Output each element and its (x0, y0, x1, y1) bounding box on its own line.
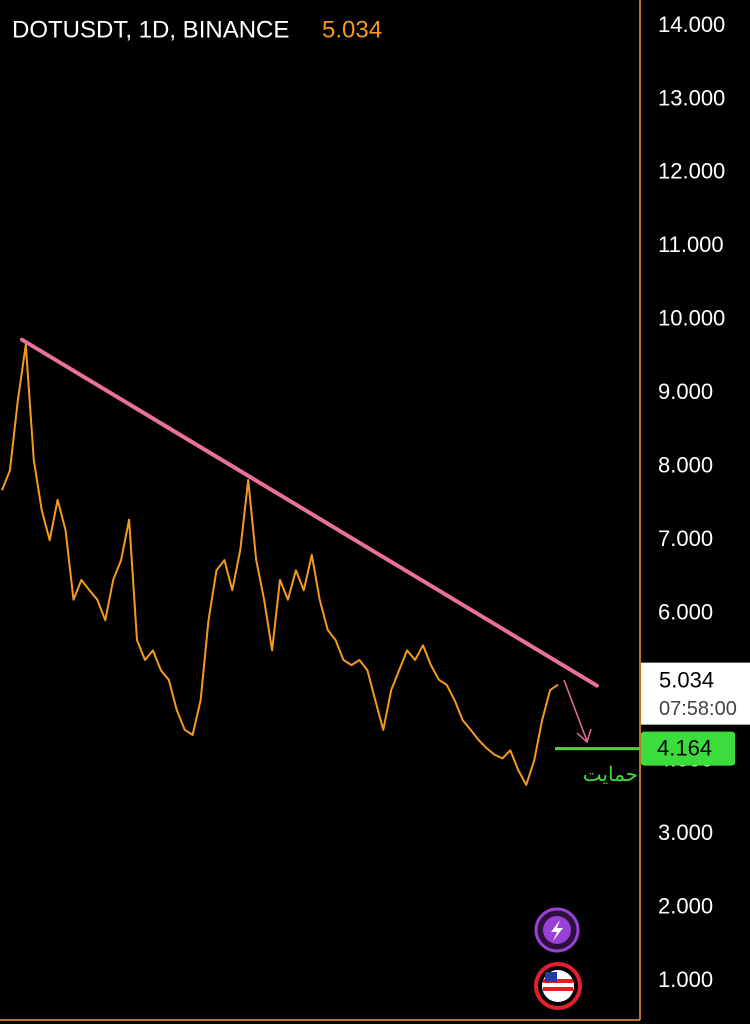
price-label: 5.034 (659, 667, 714, 692)
flag-icon[interactable] (534, 962, 582, 1010)
support-label-box (641, 731, 735, 766)
price-label-box (641, 662, 750, 725)
y-tick-label: 1.000 (658, 967, 713, 992)
trendline (20, 337, 599, 688)
y-tick-label: 9.000 (658, 379, 713, 404)
support-price: 4.164 (657, 735, 712, 760)
arrow (563, 679, 592, 744)
y-tick-label: 7.000 (658, 526, 713, 551)
y-tick-label: 12.000 (658, 159, 725, 184)
y-tick-label: 8.000 (658, 453, 713, 478)
countdown: 07:58:00 (659, 698, 737, 720)
y-tick-label: 6.000 (658, 600, 713, 625)
y-tick-label: 2.000 (658, 893, 713, 918)
y-tick-label: 10.000 (658, 306, 725, 331)
y-tick-label: 13.000 (658, 85, 725, 110)
y-tick-label: 14.000 (658, 12, 725, 37)
y-tick-label: 3.000 (658, 820, 713, 845)
support-text: حمايت (583, 764, 638, 786)
header-price: 5.034 (322, 16, 382, 43)
chart-title: DOTUSDT, 1D, BINANCE (12, 16, 289, 43)
price-line (1, 343, 559, 786)
lightning-icon[interactable] (534, 907, 580, 953)
y-tick-label: 11.000 (658, 232, 724, 257)
